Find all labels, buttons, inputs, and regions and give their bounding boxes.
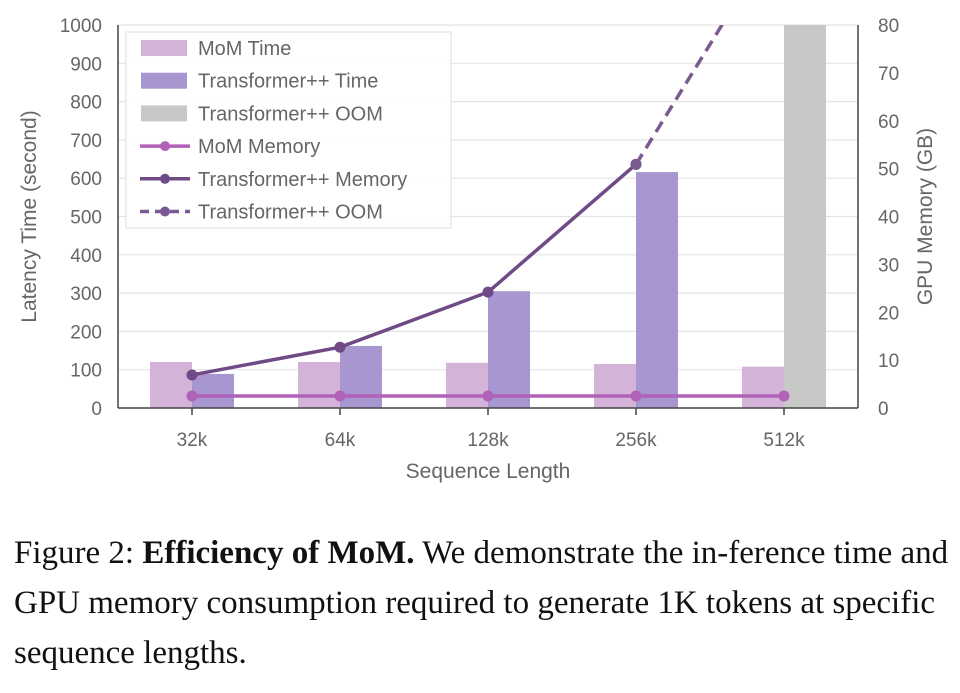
point-mom-memory xyxy=(334,390,346,402)
y2-tick-label: 40 xyxy=(878,208,899,229)
legend-box xyxy=(125,31,452,229)
y-tick-label: 900 xyxy=(70,54,102,75)
line-transformer-oom xyxy=(634,25,725,166)
point-mom-memory xyxy=(778,390,790,402)
x-tick-label: 128k xyxy=(467,430,509,451)
legend-label: Transformer++ OOM xyxy=(198,103,383,125)
y2-axis-label: GPU Memory (GB) xyxy=(914,128,937,305)
legend-swatch-marker xyxy=(160,206,170,217)
y-tick-label: 700 xyxy=(70,131,102,152)
y-tick-label: 0 xyxy=(91,399,102,420)
y-tick-label: 200 xyxy=(70,322,102,343)
y2-tick-label: 60 xyxy=(878,112,899,133)
bar-mom-time xyxy=(150,362,192,408)
caption-text: We demonstrate the in-ference time and G… xyxy=(14,535,949,671)
x-axis-label: Sequence Length xyxy=(406,460,571,483)
bar-transformer-oom xyxy=(784,25,826,408)
y-tick-label: 400 xyxy=(70,246,102,267)
y2-tick-label: 80 xyxy=(878,16,899,37)
y2-tick-label: 20 xyxy=(878,303,899,324)
chart: 0 100 200 300 400 500 600 700 800 900 1000 0 10 20 30 4… xyxy=(18,16,937,483)
y-tick-label: 600 xyxy=(70,169,102,190)
x-tick-label: 32k xyxy=(177,430,208,451)
bar-transformer-time xyxy=(340,345,382,408)
x-tick-label: 512k xyxy=(763,430,805,451)
y-tick-label: 500 xyxy=(70,208,102,229)
bar-transformer-time xyxy=(192,373,234,408)
bar-transformer-time xyxy=(488,291,530,408)
legend-label: Transformer++ Time xyxy=(198,71,378,93)
legend-swatch xyxy=(141,72,187,89)
legend-label: Transformer++ OOM xyxy=(198,202,383,224)
legend-swatch xyxy=(141,40,187,56)
legend-label: MoM Memory xyxy=(198,136,320,158)
y-tick-label: 300 xyxy=(70,284,102,305)
bar-mom-time xyxy=(298,362,340,408)
legend-label: MoM Time xyxy=(198,38,291,60)
bar-mom-time xyxy=(594,363,636,408)
point-mom-memory xyxy=(482,390,494,402)
point-mom-memory xyxy=(630,390,642,402)
y2-tick-label: 30 xyxy=(878,255,899,276)
y2-tick-label: 10 xyxy=(878,351,899,372)
point-transformer-memory xyxy=(334,341,346,353)
point-transformer-memory xyxy=(482,286,494,298)
caption-bold: Efficiency of MoM. xyxy=(142,535,415,571)
y2-tick-label: 0 xyxy=(878,399,889,420)
x-tick-label: 64k xyxy=(325,430,356,451)
y-axis-label: Latency Time (second) xyxy=(18,110,41,322)
point-transformer-oom xyxy=(630,158,642,170)
bar-mom-time xyxy=(742,366,784,408)
x-tick-label: 256k xyxy=(615,430,657,451)
y-tick-label: 1000 xyxy=(60,16,102,37)
figure-caption: Figure 2: Efficiency of MoM. We demonstr… xyxy=(14,528,954,678)
y-tick-label: 800 xyxy=(70,93,102,114)
y-tick-label: 100 xyxy=(70,361,102,382)
legend-label: Transformer++ Memory xyxy=(198,169,407,191)
bar-mom-time xyxy=(446,362,488,408)
y2-tick-label: 50 xyxy=(878,160,899,181)
point-transformer-memory xyxy=(186,369,198,381)
point-mom-memory xyxy=(186,390,198,402)
legend-swatch-marker xyxy=(160,141,170,152)
legend-swatch xyxy=(141,105,187,122)
y2-tick-label: 70 xyxy=(878,64,899,85)
caption-label: Figure 2: xyxy=(14,535,135,571)
legend-swatch-marker xyxy=(160,173,170,184)
line-transformer-memory xyxy=(191,162,638,377)
bar-transformer-time xyxy=(636,172,678,408)
